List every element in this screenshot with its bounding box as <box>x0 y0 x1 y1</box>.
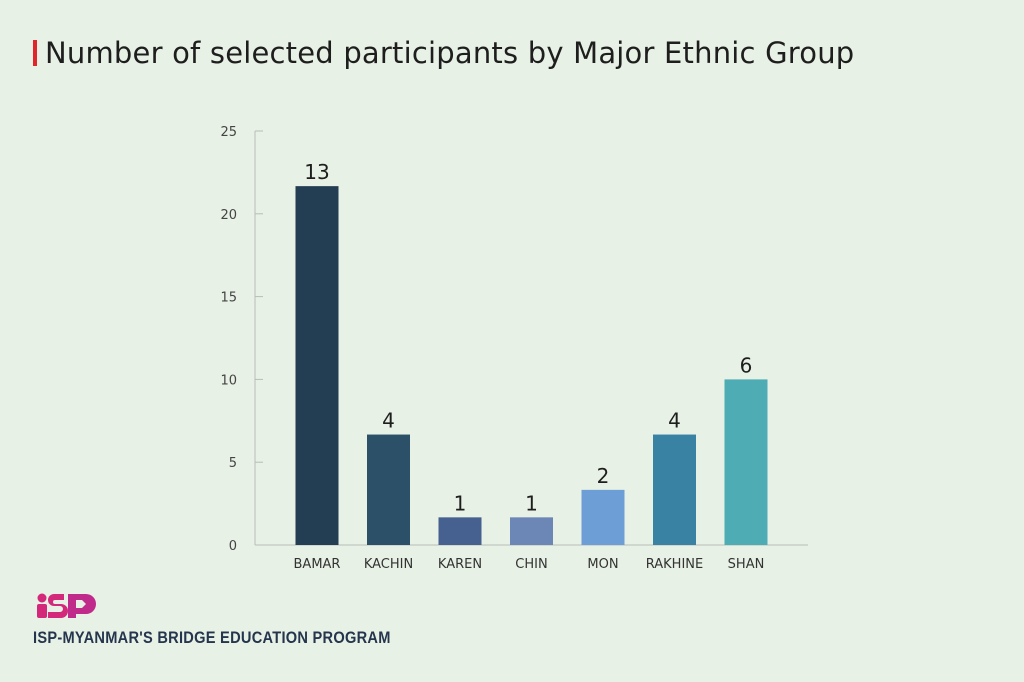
y-tick-label: 20 <box>220 208 237 223</box>
data-label: 4 <box>382 409 395 433</box>
x-tick-label: SHAN <box>728 557 765 572</box>
data-label: 4 <box>668 409 681 433</box>
y-tick-label: 0 <box>229 539 237 554</box>
chart-title: Number of selected participants by Major… <box>33 36 854 70</box>
data-label: 6 <box>740 353 753 377</box>
bar-karen <box>438 517 482 545</box>
y-tick-label: 5 <box>229 456 237 471</box>
x-tick-label: MON <box>587 557 618 572</box>
bar-mon <box>581 489 625 545</box>
bar-bamar <box>295 186 339 545</box>
bar-chin <box>510 517 553 545</box>
title-accent-bar <box>33 40 37 66</box>
chart-title-text: Number of selected participants by Major… <box>45 36 855 70</box>
y-tick-label: 10 <box>220 373 237 388</box>
x-tick-label: BAMAR <box>294 557 341 572</box>
data-label: 2 <box>597 464 610 488</box>
data-label: 1 <box>454 491 467 515</box>
x-tick-label: KAREN <box>438 557 482 572</box>
organization-name: ISP-MYANMAR'S BRIDGE EDUCATION PROGRAM <box>33 628 391 647</box>
y-tick-label: 25 <box>220 125 237 140</box>
y-tick-label: 15 <box>220 291 237 306</box>
x-tick-label: CHIN <box>515 557 547 572</box>
x-tick-label: KACHIN <box>364 557 413 572</box>
data-label: 1 <box>525 491 538 515</box>
x-tick-label: RAKHINE <box>646 557 703 572</box>
bar-rakhine <box>653 434 696 545</box>
bar-shan <box>724 379 768 545</box>
data-label: 13 <box>304 160 329 184</box>
bar-kachin <box>367 434 410 545</box>
isp-logo <box>34 590 104 628</box>
